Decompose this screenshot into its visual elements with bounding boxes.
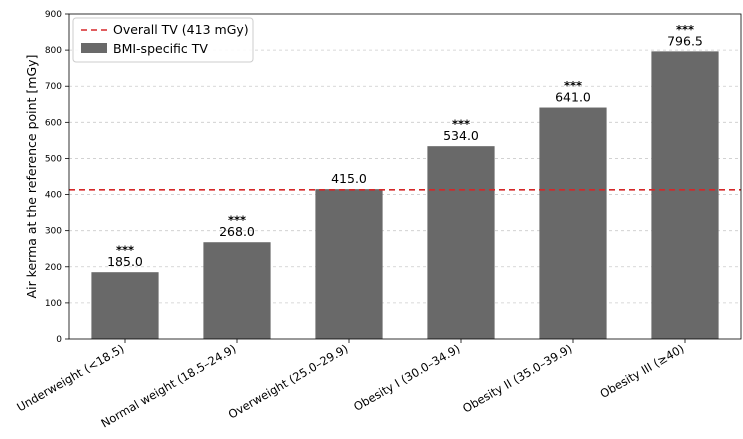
y-tick-label-6: 600 — [45, 118, 62, 128]
bar-4 — [539, 107, 607, 340]
y-tick-label-5: 500 — [45, 154, 62, 164]
x-tick-label-4: Obesity II (35.0–39.9) — [460, 341, 574, 415]
y-ticks: 0 100 200 300 400 500 600 700 800 900 — [45, 10, 69, 345]
x-ticks: Underweight (<18.5)Normal weight (18.5–2… — [14, 339, 687, 430]
bar-value-label-4: 641.0 — [555, 90, 591, 105]
legend-reference-label: Overall TV (413 mGy) — [113, 22, 249, 37]
significance-label-0: *** — [116, 243, 134, 257]
bar-value-label-0: 185.0 — [107, 254, 143, 269]
x-tick-label-2: Overweight (25.0–29.9) — [226, 341, 351, 421]
legend-box — [72, 17, 254, 63]
y-tick-label-4: 400 — [45, 191, 62, 201]
bars — [91, 51, 719, 340]
bar-2 — [315, 189, 383, 339]
bar-value-label-1: 268.0 — [219, 224, 255, 239]
y-tick-label-2: 200 — [45, 263, 62, 273]
significance-label-3: *** — [452, 117, 470, 131]
y-tick-label-7: 700 — [45, 82, 62, 92]
bar-value-label-3: 534.0 — [443, 128, 479, 143]
y-tick-label-8: 800 — [45, 46, 62, 56]
y-tick-label-1: 100 — [45, 299, 62, 309]
significance-label-5: *** — [676, 22, 694, 36]
bar-5 — [651, 51, 719, 339]
bar-3 — [427, 146, 495, 339]
value-labels: 185.0***268.0***415.0534.0***641.0***796… — [107, 22, 703, 269]
y-tick-label-3: 300 — [45, 227, 62, 237]
y-tick-label-0: 0 — [56, 335, 62, 345]
y-tick-label-9: 900 — [45, 10, 62, 20]
axes — [68, 13, 742, 340]
legend: Overall TV (413 mGy) BMI-specific TV — [72, 17, 254, 63]
y-axis-label: Air kerma at the reference point [mGy] — [24, 55, 39, 299]
bar-value-label-2: 415.0 — [331, 171, 367, 186]
bar-value-label-5: 796.5 — [667, 33, 703, 48]
significance-label-1: *** — [228, 213, 246, 227]
x-tick-label-5: Obesity III (≥40) — [598, 341, 687, 400]
plot-frame — [68, 13, 742, 340]
bar-0 — [91, 272, 159, 339]
legend-bar-label: BMI-specific TV — [113, 41, 208, 56]
significance-label-4: *** — [564, 79, 582, 93]
bar-1 — [203, 242, 271, 339]
x-tick-label-3: Obesity I (30.0–34.9) — [351, 341, 462, 413]
grid-lines — [69, 49, 741, 304]
legend-bar-swatch — [81, 43, 107, 53]
x-tick-label-0: Underweight (<18.5) — [14, 341, 126, 414]
